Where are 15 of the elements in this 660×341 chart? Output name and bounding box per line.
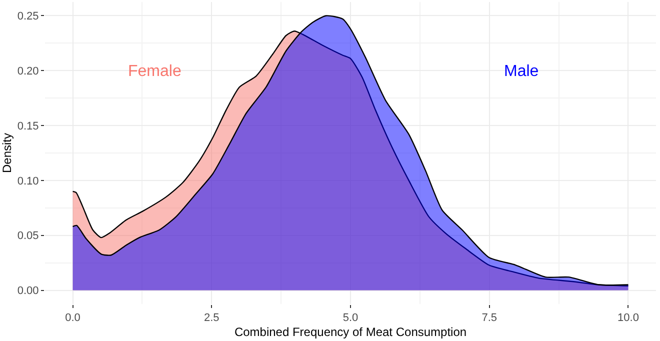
y-tick-label: 0.25 [17,10,39,23]
x-tick-label: 7.5 [482,312,498,324]
x-tick-label: 10.0 [618,312,639,324]
text: Female [128,63,182,80]
y-tick-label: 0.05 [17,230,39,242]
y-tick-label: 0.20 [17,65,39,78]
x-tick-label: 5.0 [342,312,358,324]
y-tick-label: 0.15 [17,120,39,132]
text: Male [504,63,539,80]
x-tick-label: 2.5 [204,312,220,324]
y-tick-label: 0.00 [17,285,39,298]
x-tick-label: 0.0 [65,312,80,324]
y-axis-title: Density [0,132,14,174]
x-axis-title: Combined Frequency of Meat Consumption [234,325,467,340]
y-tick-label: 0.10 [17,175,39,188]
